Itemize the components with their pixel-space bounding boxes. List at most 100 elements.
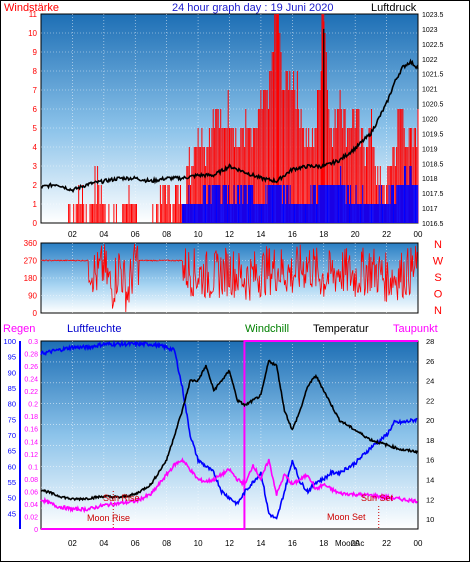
luftfeuchte-label: Luftfeuchte — [67, 323, 121, 335]
rain-tick-label: 0.28 — [24, 352, 38, 359]
hour-tick-label: 14 — [256, 230, 265, 239]
temperature-tick-label: 14 — [426, 476, 434, 485]
pressure-tick-label: 1017 — [422, 206, 438, 213]
hour-tick-label: 06 — [131, 539, 140, 548]
luftdruck-label: Luftdruck — [371, 2, 417, 14]
gust-bars — [181, 166, 419, 223]
direction-line — [41, 243, 418, 313]
temperature-tick-label: 26 — [426, 357, 434, 366]
rain-tick-label: 0.02 — [24, 514, 38, 521]
compass-letter: W — [433, 256, 444, 268]
rain-tick-label: 0.1 — [28, 464, 38, 471]
humidity-line — [40, 339, 418, 520]
temperature-tick-label: 10 — [426, 515, 434, 524]
sun-rise-label: Sun Rise — [103, 493, 140, 503]
rain-tick-label: 0.26 — [24, 364, 38, 371]
hour-tick-label: 00 — [414, 539, 423, 548]
humidity-tick-label: 100 — [3, 337, 16, 346]
direction-tick-label: 90 — [28, 292, 37, 301]
hour-tick-label: 20 — [351, 230, 360, 239]
hour-tick-label: 20 — [351, 539, 360, 548]
compass-letter: N — [434, 305, 442, 317]
pressure-tick-label: 1022 — [422, 57, 438, 64]
humidity-tick-label: 50 — [8, 494, 16, 503]
compass-letter: N — [434, 239, 442, 251]
rain-tick-label: 0.22 — [24, 389, 38, 396]
pressure-tick-label: 1023 — [422, 27, 438, 34]
hour-tick-label: 12 — [225, 539, 234, 548]
humidity-tick-label: 85 — [8, 384, 16, 393]
rain-tick-label: 0.3 — [28, 339, 38, 346]
pressure-tick-label: 1017.5 — [422, 191, 444, 198]
moon-set-label: Moon Set — [327, 512, 366, 522]
wind-tick-label: 5 — [33, 124, 38, 133]
compass-letter: S — [434, 272, 441, 284]
hour-tick-label: 04 — [99, 539, 108, 548]
direction-tick-label: 270 — [24, 257, 38, 266]
humidity-tick-label: 65 — [8, 447, 16, 456]
rain-tick-label: 0.04 — [24, 502, 38, 509]
hour-tick-label: 02 — [68, 230, 77, 239]
humidity-tick-label: 75 — [8, 415, 16, 424]
hour-tick-label: 00 — [414, 230, 423, 239]
pressure-tick-label: 1019 — [422, 146, 438, 153]
pressure-tick-label: 1022.5 — [422, 42, 444, 49]
pressure-tick-label: 1018.5 — [422, 161, 444, 168]
humidity-tick-label: 95 — [8, 353, 16, 362]
humidity-tick-label: 45 — [8, 509, 16, 518]
top-x-ticks: 02 04 06 08 10 12 14 16 18 20 22 00 — [68, 230, 423, 239]
pressure-line — [40, 58, 419, 194]
hour-tick-label: 22 — [382, 230, 391, 239]
pressure-tick-label: 1018 — [422, 176, 438, 183]
wind-tick-label: 6 — [33, 105, 38, 114]
rain-line — [41, 340, 418, 530]
pressure-tick-label: 1016.5 — [422, 221, 444, 228]
rain-tick-label: 0.2 — [28, 402, 38, 409]
hour-tick-label: 02 — [68, 539, 77, 548]
regen-label: Regen — [3, 323, 35, 335]
temperature-tick-label: 24 — [426, 377, 434, 386]
wind-tick-label: 2 — [33, 181, 38, 190]
humidity-axis-ticks: 100 95 90 85 80 75 70 65 60 55 50 45 — [3, 337, 21, 529]
rain-axis-ticks: 0.3 0.28 0.26 0.24 0.22 0.2 0.18 0.16 0.14 0.12 0.… — [24, 339, 38, 534]
temperature-tick-label: 20 — [426, 416, 434, 425]
wind-tick-label: 4 — [33, 143, 38, 152]
hour-tick-label: 08 — [162, 539, 171, 548]
temperature-tick-label: 22 — [426, 396, 434, 405]
bottom-x-ticks: 02 04 06 08 10 12 14 16 18 20 22 00 — [68, 539, 423, 548]
rain-tick-label: 0.06 — [24, 489, 38, 496]
hour-tick-label: 06 — [131, 230, 140, 239]
humidity-tick-label: 90 — [8, 368, 16, 377]
pressure-tick-label: 1019.5 — [422, 131, 444, 138]
hour-tick-label: 16 — [288, 539, 297, 548]
humidity-tick-label: 80 — [8, 400, 16, 409]
rain-tick-label: 0.12 — [24, 452, 38, 459]
pressure-series — [40, 28, 419, 194]
temperature-tick-label: 18 — [426, 436, 434, 445]
wind-tick-label: 11 — [29, 10, 38, 19]
chart-title: 24 hour graph day : 19 Juni 2020 — [172, 2, 333, 14]
pressure-tick-label: 1023.5 — [422, 12, 444, 19]
hour-tick-label: 18 — [319, 539, 328, 548]
hour-tick-label: 22 — [382, 539, 391, 548]
pressure-axis-ticks: 1023.5 1023 1022.5 1022 1021.5 1021 1020.5 1020… — [422, 12, 444, 228]
rain-tick-label: 0 — [34, 527, 38, 534]
rain-tick-label: 0.24 — [24, 377, 38, 384]
pressure-tick-label: 1021 — [422, 87, 438, 94]
hour-tick-label: 16 — [288, 230, 297, 239]
pressure-tick-label: 1021.5 — [422, 72, 444, 79]
wind-tick-label: 0 — [33, 219, 38, 228]
direction-series — [41, 243, 418, 313]
hour-tick-label: 08 — [162, 230, 171, 239]
temperature-tick-label: 16 — [426, 456, 434, 465]
wind-tick-label: 9 — [33, 48, 38, 57]
temperatur-label: Temperatur — [313, 323, 369, 335]
humidity-tick-label: 70 — [8, 431, 16, 440]
rain-tick-label: 0.08 — [24, 477, 38, 484]
hour-tick-label: 04 — [99, 230, 108, 239]
hour-tick-label: 18 — [319, 230, 328, 239]
dewpoint-line — [40, 457, 418, 514]
